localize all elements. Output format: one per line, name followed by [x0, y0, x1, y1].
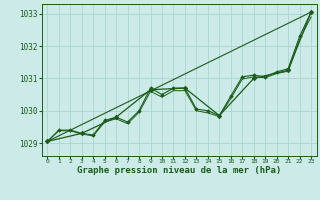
X-axis label: Graphe pression niveau de la mer (hPa): Graphe pression niveau de la mer (hPa) — [77, 166, 281, 175]
